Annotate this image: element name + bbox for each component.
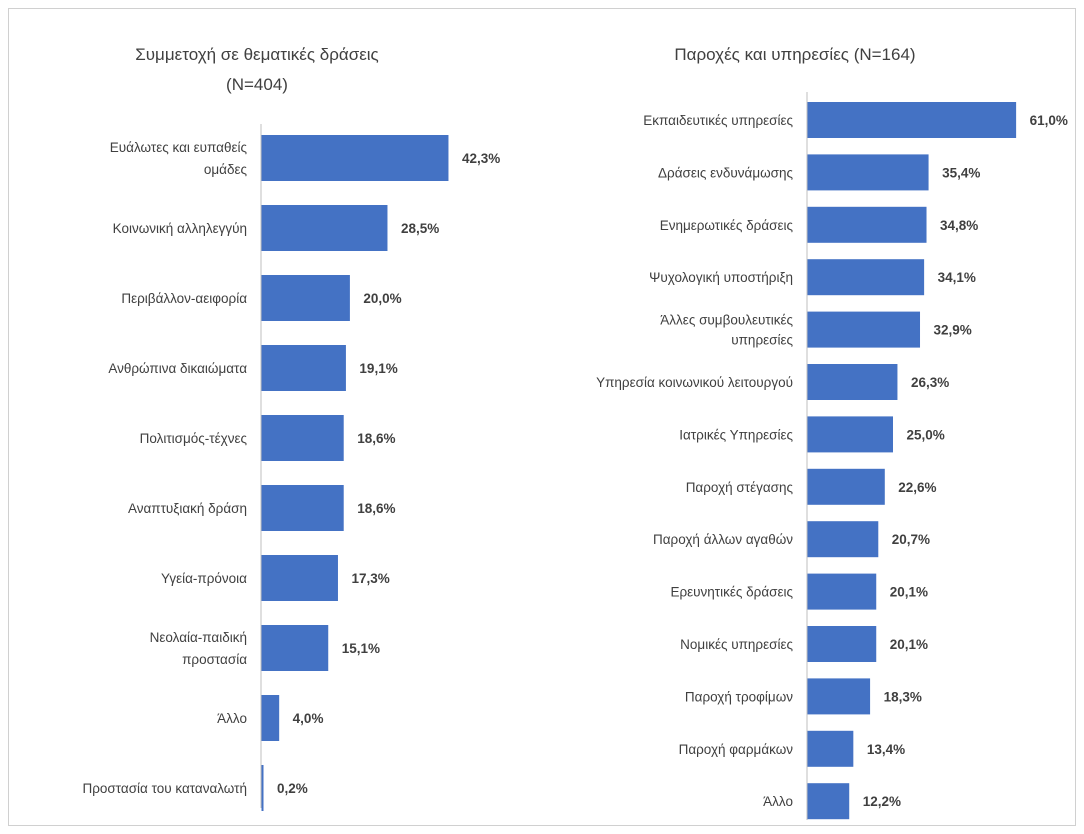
data-label: 35,4% [942,165,980,180]
chart-benefits-services: Παροχές και υπηρεσίες (N=164) Εκπαιδευτικ… [596,45,1068,820]
data-label: 18,3% [884,689,922,704]
category-label: Παροχή τροφίμων [685,689,793,704]
bar [807,154,929,191]
bar [807,468,885,505]
category-label: Ιατρικές Υπηρεσίες [679,427,793,442]
figure-frame [8,8,1076,826]
bar [261,765,264,811]
bar [807,364,898,400]
bar [807,626,877,662]
bar [807,678,871,715]
data-label: 28,5% [401,221,439,236]
chart-title: Παροχές και υπηρεσίες (N=164) [674,45,915,64]
bar [807,573,877,610]
bar [807,311,921,348]
category-label: Πολιτισμός-τέχνες [140,431,248,446]
bar [807,730,854,767]
bar [807,521,879,558]
data-label: 20,7% [892,532,930,547]
category-label: Αναπτυξιακή δράση [128,501,247,516]
category-label: Υγεία-πρόνοια [161,571,247,586]
category-label: Υπηρεσία κοινωνικού λειτουργού [596,375,793,390]
data-label: 42,3% [462,151,500,166]
category-label: προστασία [182,652,247,667]
category-label: Περιβάλλον-αειφορία [121,291,247,306]
bar [261,135,449,181]
category-label: Νομικές υπηρεσίες [680,637,793,652]
data-label: 18,6% [357,501,395,516]
data-label: 26,3% [911,375,949,390]
category-label: Ερευνητικές δράσεις [670,585,793,600]
data-label: 18,6% [357,431,395,446]
category-label: Ενημερωτικές δράσεις [660,218,794,233]
data-label: 20,1% [890,637,928,652]
data-label: 34,8% [940,218,978,233]
data-label: 15,1% [342,641,380,656]
category-label: Παροχή άλλων αγαθών [653,532,793,547]
category-label: Άλλο [217,711,247,726]
data-label: 17,3% [351,571,389,586]
data-label: 20,0% [363,291,401,306]
bar [261,625,329,671]
data-label: 32,9% [934,323,972,338]
category-label: ομάδες [204,162,248,177]
bar [261,485,344,531]
data-label: 13,4% [867,742,905,757]
category-label: υπηρεσίες [731,333,793,348]
bar [261,555,338,601]
bar [261,695,280,741]
bar [807,102,1017,138]
category-label: Άλλο [763,794,793,809]
category-label: Νεολαία-παιδική [150,630,247,645]
category-label: Ψυχολογική υποστήριξη [649,270,793,285]
bar [261,205,388,251]
bar [807,416,893,453]
chart-title: (N=404) [226,75,288,94]
category-label: Ανθρώπινα δικαιώματα [108,361,247,376]
category-label: Παροχή στέγασης [686,480,794,495]
chart-title: Συμμετοχή σε θεματικές δράσεις [135,45,379,64]
data-label: 34,1% [938,270,976,285]
data-label: 19,1% [359,361,397,376]
bar [261,415,344,461]
data-label: 0,2% [277,781,308,796]
category-label: Άλλες συμβουλευτικές [660,313,793,328]
data-label: 12,2% [863,794,901,809]
bar [807,783,850,820]
data-label: 61,0% [1030,113,1068,128]
bar [261,275,350,321]
bar [807,259,925,296]
category-label: Κοινωνική αλληλεγγύη [113,221,247,236]
category-label: Παροχή φαρμάκων [679,742,794,757]
data-label: 20,1% [890,585,928,600]
category-label: Ευάλωτες και ευπαθείς [110,140,248,155]
data-label: 22,6% [898,480,936,495]
category-label: Εκπαιδευτικές υπηρεσίες [643,113,793,128]
data-label: 4,0% [293,711,324,726]
bar [261,345,346,391]
data-label: 25,0% [907,427,945,442]
chart-thematic-actions: Συμμετοχή σε θεματικές δράσεις (N=404) Ευά… [82,45,500,811]
category-label: Προστασία του καταναλωτή [82,781,247,796]
bar [807,206,927,243]
category-label: Δράσεις ενδυνάμωσης [658,165,793,180]
